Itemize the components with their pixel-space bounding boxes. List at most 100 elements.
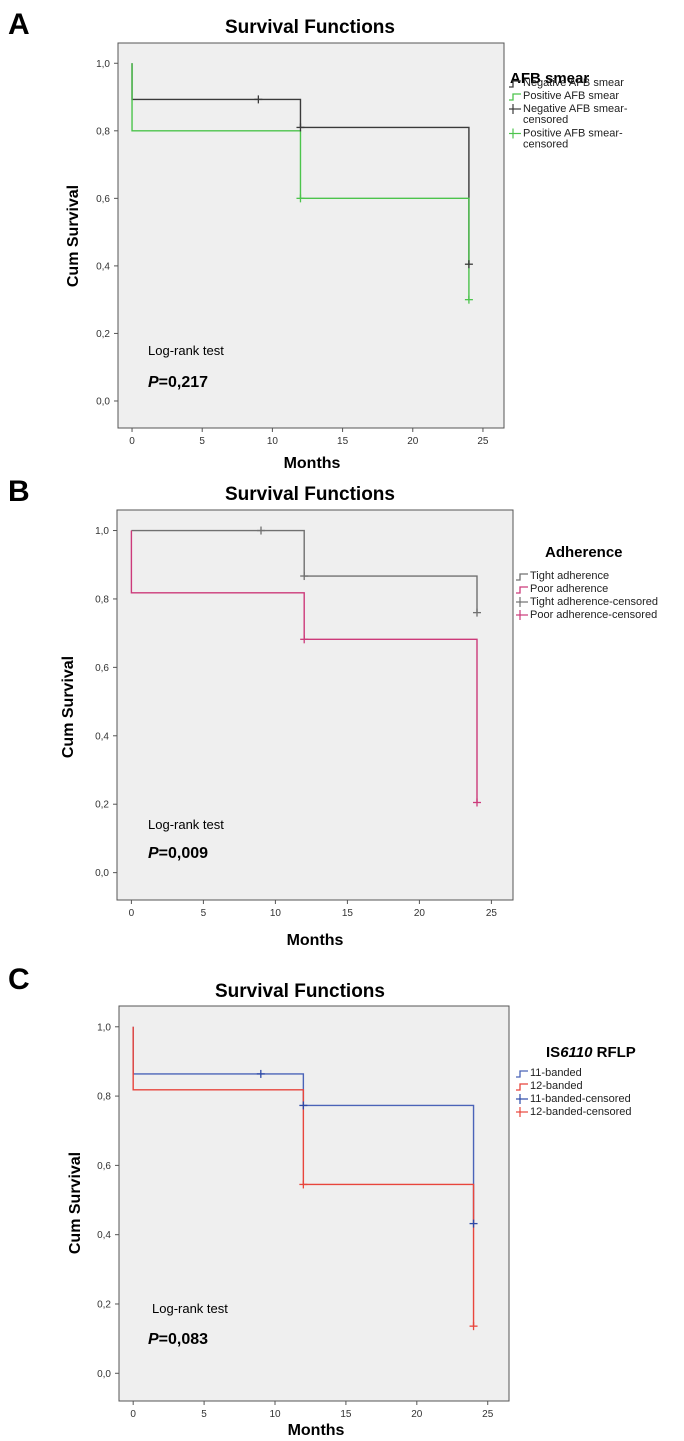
plot-area bbox=[116, 509, 514, 901]
x-tick-label: 25 bbox=[486, 908, 498, 919]
legend-title: IS6110 RFLP bbox=[546, 1044, 636, 1061]
legend-step-swatch bbox=[516, 586, 528, 594]
x-tick-label: 15 bbox=[342, 908, 354, 919]
censor-mark bbox=[473, 798, 481, 807]
y-tick-label: 0,2 bbox=[96, 329, 110, 340]
y-tick-label: 0,6 bbox=[96, 194, 110, 205]
panel-letter: A bbox=[8, 8, 30, 41]
log-rank-label: Log-rank test bbox=[148, 817, 224, 832]
legend-label: Negative AFB smear- bbox=[523, 103, 628, 115]
legend-label: Poor adherence-censored bbox=[530, 609, 657, 621]
x-tick-label: 20 bbox=[407, 436, 419, 447]
x-tick-label: 10 bbox=[267, 436, 279, 447]
survival-curve-2 bbox=[130, 530, 478, 803]
y-tick-label: 1,0 bbox=[97, 1022, 111, 1033]
censor-mark bbox=[296, 123, 305, 132]
legend-label: Positive AFB smear- bbox=[523, 128, 623, 140]
survival-chart-c: C Survival Functions 0,0 0,2 0,4 0,6 0,8 1,0 0… bbox=[8, 963, 636, 1439]
p-value: P=0,009 bbox=[148, 845, 208, 862]
legend-label: censored bbox=[523, 114, 568, 126]
censor-mark bbox=[254, 95, 263, 104]
legend-label: 11-banded bbox=[530, 1067, 582, 1079]
legend-item-3: Tight adherence-censored bbox=[516, 596, 658, 608]
legend-item-1: Tight adherence bbox=[516, 570, 609, 582]
y-tick-label: 0,0 bbox=[97, 1369, 111, 1380]
panel-letter: C bbox=[8, 963, 30, 996]
legend-title: Adherence bbox=[545, 544, 623, 561]
y-tick-label: 1,0 bbox=[96, 59, 110, 70]
legend-step-swatch bbox=[509, 93, 521, 101]
x-tick-label: 20 bbox=[414, 908, 426, 919]
x-axis-label: Months bbox=[288, 1422, 345, 1439]
legend-item-1: Negative AFB smear bbox=[509, 77, 624, 89]
legend-item-4: Positive AFB smear-censored bbox=[509, 128, 623, 151]
y-tick-label: 0,6 bbox=[95, 663, 109, 674]
censor-mark bbox=[464, 260, 473, 269]
y-tick-label: 0,6 bbox=[97, 1161, 111, 1172]
y-tick-label: 0,4 bbox=[95, 731, 109, 742]
censor-mark bbox=[257, 526, 265, 535]
legend-label: Negative AFB smear bbox=[523, 77, 624, 89]
x-tick-label: 10 bbox=[269, 1409, 281, 1420]
chart-title: Survival Functions bbox=[225, 484, 395, 505]
legend-item-4: Poor adherence-censored bbox=[516, 609, 657, 621]
x-tick-label: 5 bbox=[199, 436, 205, 447]
y-axis-label: Cum Survival bbox=[67, 1152, 84, 1254]
censor-mark bbox=[300, 572, 309, 581]
plot-area bbox=[117, 42, 505, 429]
survival-curve-2 bbox=[132, 1026, 475, 1327]
x-tick-label: 0 bbox=[130, 1409, 136, 1420]
legend-item-3: Negative AFB smear-censored bbox=[509, 103, 628, 126]
legend-label: Poor adherence bbox=[530, 583, 608, 595]
legend-step-swatch bbox=[509, 80, 521, 88]
y-axis-label: Cum Survival bbox=[65, 185, 82, 287]
y-tick-label: 0,8 bbox=[97, 1092, 111, 1103]
legend-step-swatch bbox=[516, 573, 528, 581]
x-tick-label: 15 bbox=[337, 436, 349, 447]
y-tick-label: 0,8 bbox=[96, 126, 110, 137]
legend-step-swatch bbox=[516, 1070, 528, 1078]
y-tick-label: 0,4 bbox=[96, 261, 110, 272]
y-axis-label: Cum Survival bbox=[60, 656, 77, 758]
log-rank-label: Log-rank test bbox=[152, 1301, 228, 1316]
legend-label: 12-banded bbox=[530, 1080, 583, 1092]
censor-mark bbox=[469, 1219, 478, 1228]
x-tick-label: 25 bbox=[482, 1409, 494, 1420]
censor-mark bbox=[296, 194, 305, 203]
censor-mark bbox=[473, 608, 481, 617]
x-axis-label: Months bbox=[284, 455, 341, 472]
censor-mark bbox=[299, 1101, 308, 1110]
p-value: P=0,217 bbox=[148, 374, 208, 391]
x-tick-label: 10 bbox=[270, 908, 282, 919]
legend-item-3: 11-banded-censored bbox=[516, 1093, 631, 1105]
x-tick-label: 0 bbox=[129, 436, 135, 447]
p-value: P=0,083 bbox=[148, 1331, 208, 1348]
x-tick-label: 15 bbox=[340, 1409, 352, 1420]
censor-mark bbox=[256, 1069, 265, 1078]
legend-item-2: 12-banded bbox=[516, 1080, 583, 1092]
x-tick-label: 5 bbox=[201, 1409, 207, 1420]
legend-item-4: 12-banded-censored bbox=[516, 1106, 632, 1118]
legend-label: 11-banded-censored bbox=[530, 1093, 631, 1105]
y-tick-label: 0,2 bbox=[97, 1299, 111, 1310]
x-tick-label: 25 bbox=[477, 436, 489, 447]
y-tick-label: 0,8 bbox=[95, 594, 109, 605]
censor-mark bbox=[299, 1180, 308, 1189]
legend-title: AFB smear bbox=[510, 70, 589, 87]
legend-step-swatch bbox=[516, 1083, 528, 1091]
legend-item-1: 11-banded bbox=[516, 1067, 582, 1079]
x-tick-label: 5 bbox=[201, 908, 207, 919]
y-tick-label: 0,4 bbox=[97, 1230, 111, 1241]
censor-mark bbox=[469, 1322, 478, 1331]
legend-label: Tight adherence bbox=[530, 570, 609, 582]
legend-item-2: Poor adherence bbox=[516, 583, 608, 595]
survival-chart-a: A Survival Functions 0,0 0,2 0,4 0,6 0,8 1,0 0… bbox=[8, 8, 628, 472]
y-tick-label: 0,0 bbox=[96, 396, 110, 407]
censor-mark bbox=[464, 295, 473, 304]
panel-letter: B bbox=[8, 475, 30, 508]
survival-chart-b: B Survival Functions 0,0 0,2 0,4 0,6 0,8 1,0 0… bbox=[8, 475, 658, 949]
chart-title: Survival Functions bbox=[215, 981, 385, 1002]
y-tick-label: 1,0 bbox=[95, 526, 109, 537]
log-rank-label: Log-rank test bbox=[148, 343, 224, 358]
censor-mark bbox=[300, 635, 309, 644]
